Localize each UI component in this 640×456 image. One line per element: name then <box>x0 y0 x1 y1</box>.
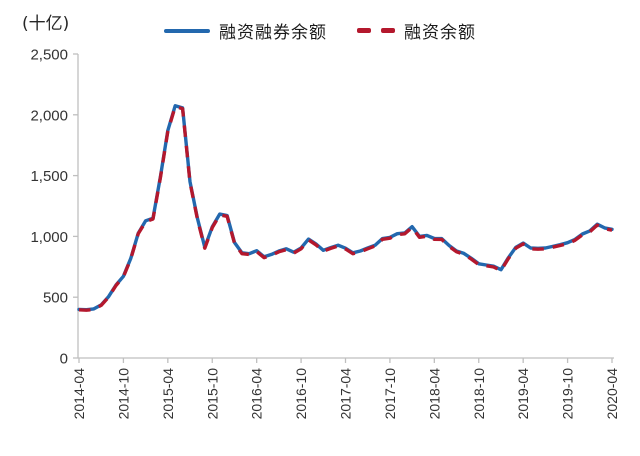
x-tick-label: 2014-10 <box>115 368 131 420</box>
y-tick-label: 2,000 <box>30 107 68 124</box>
legend-item-margin-total: 融资融券余额 <box>164 18 327 43</box>
x-tick-label: 2019-04 <box>515 368 531 420</box>
legend-item-financing: 融资余额 <box>357 18 476 43</box>
x-tick-label: 2018-04 <box>426 368 442 420</box>
x-tick-label: 2016-10 <box>293 368 309 420</box>
y-tick-label: 0 <box>60 351 68 368</box>
y-tick-label: 1,000 <box>30 229 68 246</box>
x-tick-label: 2017-10 <box>382 368 398 420</box>
x-tick-label: 2020-04 <box>604 368 620 420</box>
x-tick-label: 2014-04 <box>71 368 87 420</box>
legend: 融资融券余额 融资余额 <box>0 18 640 43</box>
x-tick-label: 2017-04 <box>338 368 354 420</box>
x-tick-label: 2018-10 <box>471 368 487 420</box>
series-line-financing <box>78 104 613 312</box>
y-tick-label: 1,500 <box>30 168 68 185</box>
y-tick-label: 2,500 <box>30 47 68 64</box>
x-tick-label: 2015-04 <box>160 368 176 420</box>
y-tick-label: 500 <box>43 290 68 307</box>
legend-label-financing: 融资余额 <box>404 23 476 43</box>
legend-dashed-line-swatch <box>357 28 395 33</box>
legend-solid-line-swatch <box>164 28 210 33</box>
series-line-margin-total <box>77 103 614 312</box>
x-tick-label: 2016-04 <box>249 368 265 420</box>
legend-label-margin-total: 融资融券余额 <box>219 23 327 43</box>
x-tick-label: 2015-10 <box>204 368 220 420</box>
y-axis-unit-label: (十亿) <box>22 14 70 34</box>
x-tick-label: 2019-10 <box>560 368 576 420</box>
